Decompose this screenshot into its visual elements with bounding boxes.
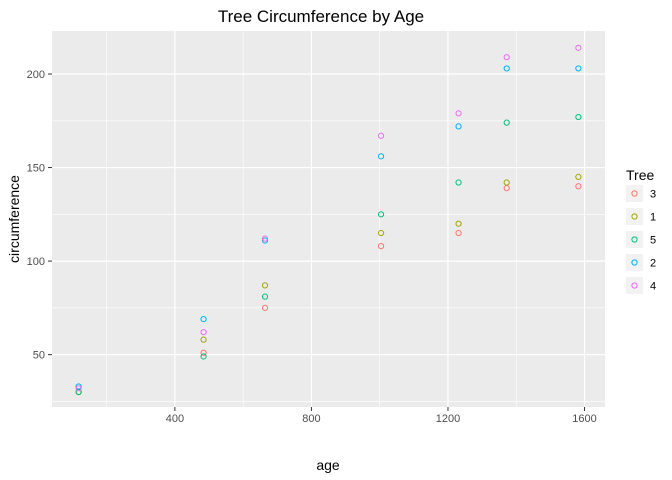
legend-title: Tree — [626, 167, 654, 183]
data-point-tree-1 — [261, 282, 269, 289]
x-axis-title: age — [316, 457, 340, 473]
legend-key-marker — [631, 213, 638, 220]
data-point-tree-2 — [200, 315, 207, 323]
data-point-tree-1 — [503, 179, 510, 186]
plot-panel — [52, 31, 605, 407]
legend-key-marker — [631, 282, 638, 289]
y-axis-title: circumference — [6, 175, 22, 263]
legend-key-marker — [631, 236, 638, 243]
data-point-tree-3 — [575, 183, 582, 190]
data-point-tree-5 — [261, 293, 269, 300]
data-point-tree-5 — [503, 119, 510, 126]
data-point-tree-2 — [503, 65, 510, 72]
data-point-tree-1 — [455, 220, 462, 227]
data-point-tree-2 — [75, 383, 82, 390]
legend-key — [626, 185, 643, 202]
data-point-tree-4 — [75, 385, 82, 392]
legend-label: 5 — [650, 235, 656, 247]
data-point-tree-2 — [261, 237, 269, 244]
x-axis: 400 800 1200 1600 — [166, 407, 597, 425]
x-tick-label: 800 — [302, 413, 320, 425]
legend-key-marker — [631, 190, 638, 197]
legend-key — [626, 231, 643, 248]
y-tick-label: 200 — [27, 69, 45, 81]
data-point-tree-5 — [200, 353, 207, 360]
y-tick-label: 150 — [27, 163, 45, 175]
y-tick-label: 100 — [27, 256, 45, 268]
data-point-tree-1 — [377, 229, 385, 237]
data-point-tree-3 — [261, 304, 269, 311]
data-point-tree-2 — [575, 65, 582, 72]
chart-title: Tree Circumference by Age — [218, 7, 424, 26]
legend-key — [626, 208, 643, 225]
data-point-tree-3 — [455, 229, 462, 237]
y-tick-label: 50 — [33, 350, 45, 362]
data-point-tree-2 — [377, 153, 385, 160]
data-point-tree-1 — [200, 336, 207, 343]
data-points — [75, 44, 582, 396]
x-tick-label: 400 — [166, 413, 184, 425]
data-point-tree-4 — [575, 44, 582, 51]
data-point-tree-4 — [455, 110, 462, 117]
x-tick-label: 1200 — [436, 413, 460, 425]
legend-label: 1 — [650, 212, 656, 224]
legend-key — [626, 254, 643, 271]
data-point-tree-3 — [200, 349, 207, 356]
x-tick-label: 1600 — [572, 413, 596, 425]
grid-lines — [52, 31, 605, 407]
data-point-tree-4 — [200, 329, 207, 336]
data-point-tree-2 — [455, 123, 462, 130]
legend-label: 4 — [650, 281, 656, 293]
legend-label: 2 — [650, 258, 656, 270]
legend-key-marker — [631, 259, 638, 266]
data-point-tree-4 — [503, 54, 510, 61]
data-point-tree-4 — [261, 235, 269, 242]
y-axis: 50 100 150 200 — [27, 69, 52, 362]
data-point-tree-5 — [575, 113, 582, 121]
legend-label: 3 — [650, 189, 656, 201]
data-point-tree-5 — [455, 179, 462, 186]
data-point-tree-5 — [377, 211, 385, 218]
legend-key — [626, 277, 643, 294]
legend: Tree 3 1 5 2 4 — [626, 167, 656, 294]
data-point-tree-4 — [377, 132, 385, 139]
data-point-tree-3 — [377, 243, 385, 250]
data-point-tree-1 — [575, 173, 582, 181]
